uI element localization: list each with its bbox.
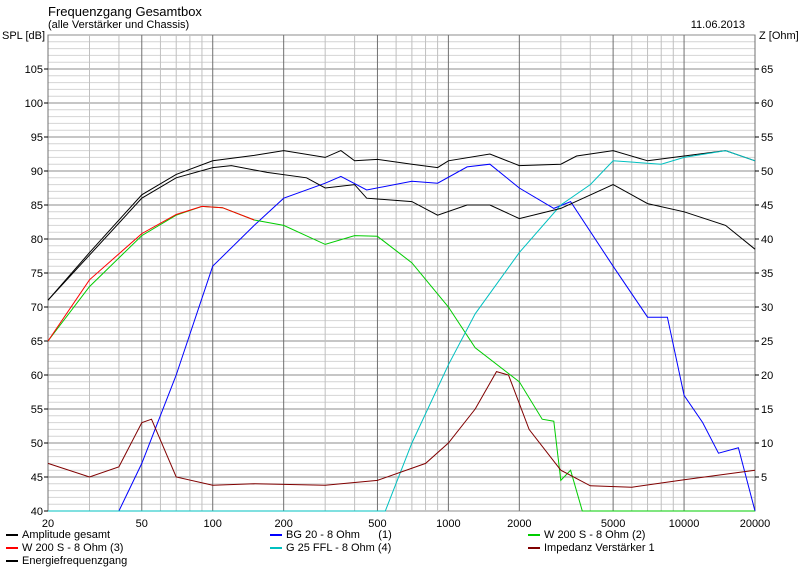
x-tick-label: 20000 (740, 518, 771, 530)
series-line-4 (48, 150, 756, 512)
series-line-5 (47, 371, 756, 488)
chart-date: 11.06.2013 (690, 19, 745, 31)
x-tick-label: 500 (368, 518, 386, 530)
y-axis-label: SPL [dB] (2, 30, 46, 42)
y-tick-label: 70 (31, 302, 43, 314)
legend-label: G 25 FFL - 8 Ohm (4) (286, 542, 392, 554)
y-tick-label: 100 (25, 98, 43, 110)
y2-tick-label: 20 (761, 370, 773, 382)
legend-item: G 25 FFL - 8 Ohm (4) (270, 542, 391, 554)
legend-item: Energiefrequenzgang (6, 555, 127, 567)
y2-tick-label: 65 (761, 64, 773, 76)
legend-label: Amplitude gesamt (22, 529, 111, 541)
y2-tick-label: 35 (761, 268, 773, 280)
y2-tick-label: 60 (761, 98, 773, 110)
x-tick-label: 2000 (507, 518, 531, 530)
legend-item: W 200 S - 8 Ohm (3) (6, 542, 123, 554)
series-line-6 (47, 165, 756, 301)
legend-label: W 200 S - 8 Ohm (3) (22, 542, 124, 554)
y-tick-label: 50 (31, 438, 43, 450)
x-tick-label: 5000 (601, 518, 625, 530)
legend-label: BG 20 - 8 Ohm (1) (286, 529, 392, 541)
y-tick-label: 55 (31, 404, 43, 416)
y2-tick-label: 10 (761, 438, 773, 450)
legend-label: Impedanz Verstärker 1 (544, 542, 655, 554)
x-tick-label: 10000 (669, 518, 700, 530)
y-tick-label: 60 (31, 370, 43, 382)
series-line-3 (47, 205, 255, 342)
y2-tick-label: 30 (761, 302, 773, 314)
y2-axis-label: Z [Ohm] (759, 30, 799, 42)
x-tick-label: 20 (42, 518, 54, 530)
x-tick-label: 100 (204, 518, 222, 530)
y2-tick-label: 25 (761, 336, 773, 348)
legend-item: W 200 S - 8 Ohm (2) (528, 529, 645, 541)
y2-tick-label: 5 (761, 472, 767, 484)
legend-item: Amplitude gesamt (6, 529, 110, 541)
y2-tick-label: 55 (761, 132, 773, 144)
legend-swatch (528, 547, 540, 549)
legend-swatch (6, 534, 18, 536)
legend-swatch (270, 534, 282, 536)
y-tick-label: 105 (25, 64, 43, 76)
legend-label: Energiefrequenzgang (22, 555, 128, 567)
legend-label: W 200 S - 8 Ohm (2) (544, 529, 646, 541)
y-tick-label: 45 (31, 472, 43, 484)
y2-tick-label: 50 (761, 166, 773, 178)
legend-item: Impedanz Verstärker 1 (528, 542, 655, 554)
y2-tick-label: 40 (761, 234, 773, 246)
y-tick-label: 90 (31, 166, 43, 178)
y-tick-label: 40 (31, 506, 43, 518)
y-tick-label: 95 (31, 132, 43, 144)
y2-tick-label: 45 (761, 200, 773, 212)
legend-swatch (528, 534, 540, 536)
legend-swatch (6, 547, 18, 549)
legend-item: BG 20 - 8 Ohm (1) (270, 529, 392, 541)
chart-subtitle: (alle Verstärker und Chassis) (48, 19, 190, 31)
x-tick-label: 50 (136, 518, 148, 530)
series-line-0 (47, 150, 756, 301)
x-tick-label: 200 (274, 518, 292, 530)
y-tick-label: 75 (31, 268, 43, 280)
y-tick-label: 65 (31, 336, 43, 348)
x-tick-label: 1000 (436, 518, 460, 530)
legend-swatch (270, 547, 282, 549)
y-tick-label: 85 (31, 200, 43, 212)
y2-tick-label: 15 (761, 404, 773, 416)
legend-swatch (6, 560, 18, 562)
y-tick-label: 80 (31, 234, 43, 246)
series-line-1 (48, 163, 756, 512)
chart-title: Frequenzgang Gesamtbox (48, 4, 202, 19)
